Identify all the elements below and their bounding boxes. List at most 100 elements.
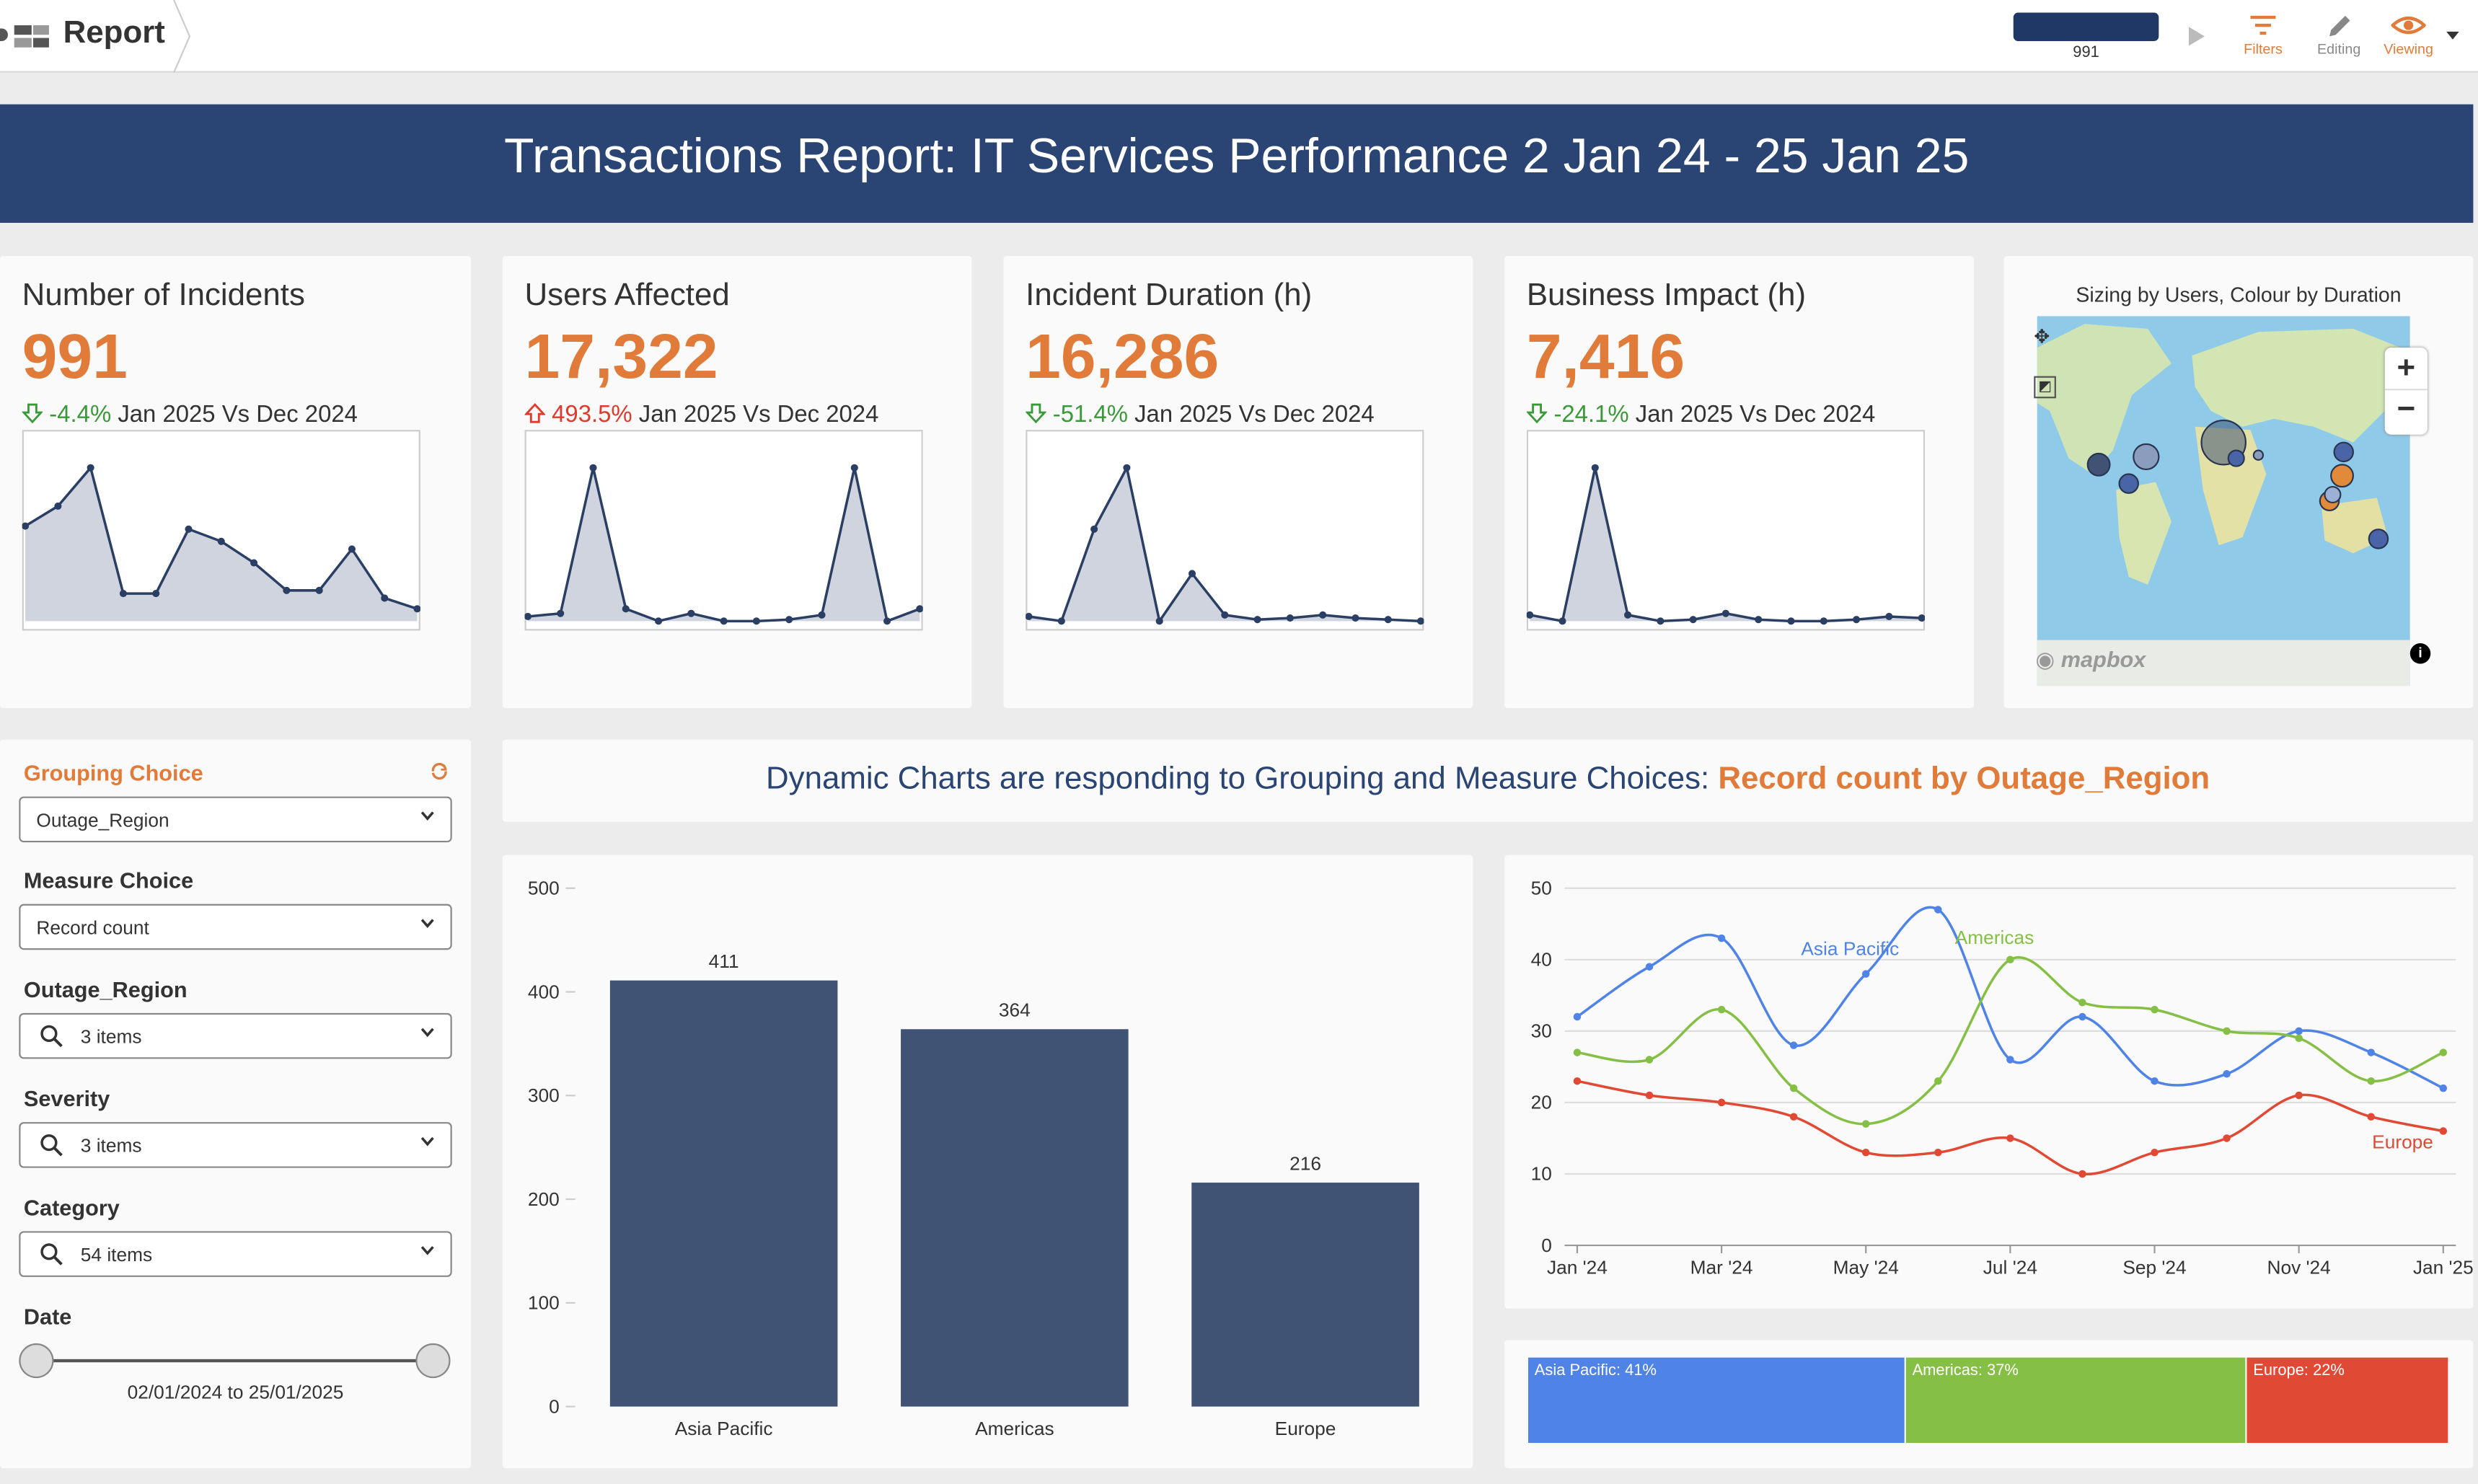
sparkline-point[interactable]	[1755, 616, 1763, 624]
series-point[interactable]	[1573, 1048, 1582, 1056]
info-icon[interactable]: i	[2409, 643, 2431, 664]
sparkline-point[interactable]	[54, 502, 62, 510]
series-point[interactable]	[1717, 934, 1726, 942]
series-point[interactable]	[2006, 955, 2014, 964]
select-region-icon[interactable]: ◩	[2034, 376, 2056, 399]
map-bubble[interactable]	[2118, 473, 2139, 494]
series-point[interactable]	[1934, 1077, 1942, 1085]
series-point[interactable]	[2367, 1113, 2375, 1121]
sparkline-point[interactable]	[589, 464, 597, 472]
series-point[interactable]	[2223, 1134, 2231, 1142]
series-point[interactable]	[1645, 963, 1654, 971]
sparkline-point[interactable]	[152, 590, 160, 598]
sparkline-point[interactable]	[1591, 464, 1599, 472]
pan-icon[interactable]: ✥	[2034, 325, 2050, 348]
sparkline-point[interactable]	[1885, 612, 1893, 620]
sparkline-point[interactable]	[1624, 611, 1632, 619]
sparkline-point[interactable]	[315, 586, 323, 594]
sparkline-point[interactable]	[1188, 570, 1196, 578]
map-bubble[interactable]	[2324, 485, 2342, 504]
series-point[interactable]	[1717, 1005, 1726, 1014]
sparkline-point[interactable]	[1526, 611, 1534, 619]
sparkline-point[interactable]	[1558, 617, 1566, 625]
category-select[interactable]: 54 items	[19, 1231, 452, 1277]
sparkline-point[interactable]	[1787, 617, 1795, 625]
play-icon[interactable]	[2187, 25, 2206, 48]
sparkline-point[interactable]	[916, 605, 923, 613]
sparkline-point[interactable]	[119, 590, 127, 598]
series-point[interactable]	[2006, 1056, 2014, 1064]
map-bubble[interactable]	[2368, 529, 2389, 549]
world-map[interactable]	[2037, 316, 2410, 686]
sparkline-point[interactable]	[1689, 616, 1697, 624]
map-bubble[interactable]	[2330, 464, 2354, 488]
sparkline-point[interactable]	[1090, 525, 1098, 533]
sparkline-point[interactable]	[1416, 617, 1424, 625]
sparkline-point[interactable]	[185, 525, 193, 533]
series-point[interactable]	[2367, 1048, 2375, 1056]
sparkline-point[interactable]	[217, 537, 225, 545]
sparkline-point[interactable]	[622, 605, 630, 613]
map-bubble[interactable]	[2133, 443, 2160, 471]
sparkline-point[interactable]	[413, 605, 420, 613]
series-point[interactable]	[1717, 1098, 1726, 1107]
sparkline-point[interactable]	[1918, 614, 1926, 622]
series-point[interactable]	[2078, 1012, 2086, 1021]
series-point[interactable]	[1789, 1041, 1798, 1049]
series-point[interactable]	[2295, 1034, 2303, 1043]
back-icon[interactable]	[0, 28, 8, 41]
map-bubble[interactable]	[2227, 449, 2245, 467]
sparkline-point[interactable]	[850, 464, 858, 472]
sparkline-point[interactable]	[1384, 616, 1392, 624]
series-point[interactable]	[2439, 1048, 2448, 1056]
series-point[interactable]	[2078, 1170, 2086, 1178]
series-point[interactable]	[2006, 1134, 2014, 1142]
sparkline-point[interactable]	[250, 559, 258, 567]
share-segment[interactable]	[2246, 1357, 2448, 1444]
series-point[interactable]	[1573, 1012, 1582, 1021]
viewing-button[interactable]: Viewing	[2376, 13, 2442, 57]
sparkline-point[interactable]	[818, 611, 826, 619]
series-point[interactable]	[2367, 1077, 2375, 1085]
series-point[interactable]	[1934, 906, 1942, 914]
sparkline-point[interactable]	[1853, 616, 1861, 624]
map-bubble[interactable]	[2086, 452, 2111, 477]
series-point[interactable]	[2151, 1005, 2159, 1014]
region-select[interactable]: 3 items	[19, 1012, 452, 1059]
series-line[interactable]	[1577, 956, 2444, 1126]
sparkline-point[interactable]	[1721, 609, 1729, 617]
series-point[interactable]	[1645, 1091, 1654, 1100]
series-point[interactable]	[2295, 1027, 2303, 1035]
sparkline-point[interactable]	[381, 594, 389, 602]
filters-button[interactable]: Filters	[2231, 13, 2295, 57]
series-point[interactable]	[2078, 998, 2086, 1007]
sparkline-point[interactable]	[1057, 617, 1065, 625]
refresh-icon[interactable]	[430, 761, 449, 780]
sparkline-point[interactable]	[1123, 464, 1131, 472]
series-line[interactable]	[1576, 906, 2444, 1090]
bar[interactable]	[609, 980, 838, 1407]
zoom-out-icon[interactable]: −	[2397, 392, 2416, 427]
sparkline-point[interactable]	[785, 616, 793, 624]
sparkline-point[interactable]	[752, 617, 760, 625]
sparkline-point[interactable]	[1155, 617, 1163, 625]
series-point[interactable]	[1645, 1056, 1654, 1064]
series-point[interactable]	[2151, 1077, 2159, 1085]
zoom-in-icon[interactable]: +	[2384, 348, 2428, 391]
series-point[interactable]	[1573, 1077, 1582, 1085]
sparkline-point[interactable]	[283, 586, 291, 594]
series-point[interactable]	[1861, 1120, 1870, 1128]
series-point[interactable]	[1861, 1149, 1870, 1157]
sparkline-point[interactable]	[87, 464, 94, 472]
sparkline-point[interactable]	[22, 522, 30, 530]
grouping-select[interactable]: Outage_Region	[19, 796, 452, 843]
series-point[interactable]	[1789, 1084, 1798, 1092]
sparkline-point[interactable]	[687, 609, 695, 617]
sparkline-point[interactable]	[1820, 617, 1827, 625]
series-point[interactable]	[2439, 1084, 2448, 1092]
date-slider-start-handle[interactable]	[19, 1343, 54, 1379]
bar[interactable]	[1191, 1183, 1419, 1407]
series-point[interactable]	[2151, 1149, 2159, 1157]
bar[interactable]	[901, 1029, 1129, 1407]
sparkline-point[interactable]	[524, 612, 532, 620]
